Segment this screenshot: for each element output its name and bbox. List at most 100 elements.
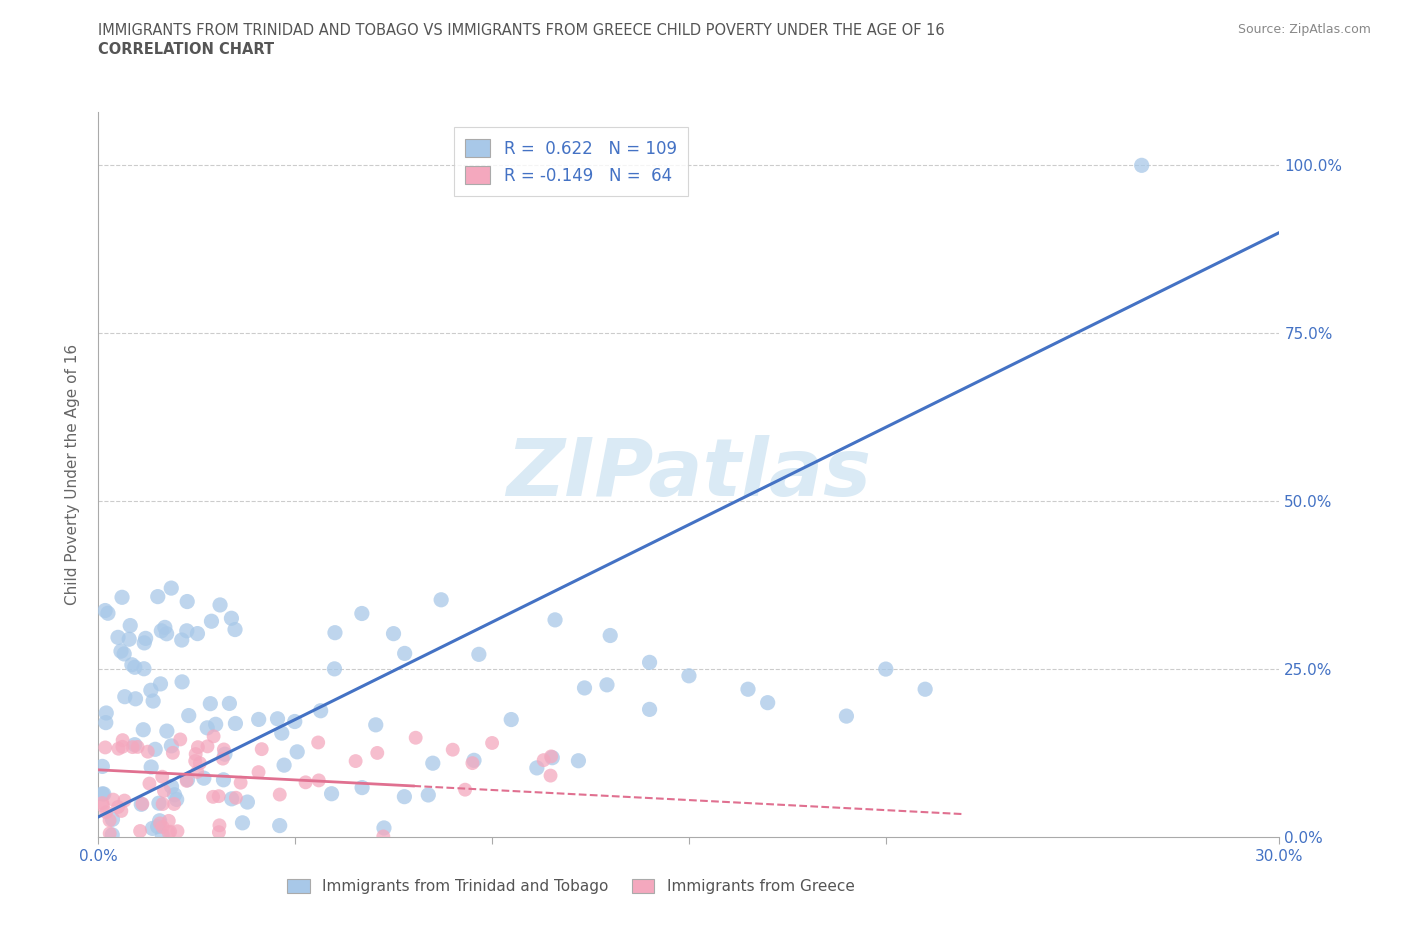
Point xyxy=(163,796,186,811)
Point xyxy=(294,775,316,790)
Point xyxy=(127,739,149,754)
Point xyxy=(110,804,132,818)
Point xyxy=(269,787,291,802)
Point xyxy=(225,790,247,805)
Point xyxy=(112,646,135,661)
Point xyxy=(247,764,270,779)
Point xyxy=(430,592,453,607)
Point xyxy=(366,746,388,761)
Point xyxy=(273,758,295,773)
Point xyxy=(914,682,936,697)
Point xyxy=(382,626,405,641)
Point xyxy=(93,787,115,802)
Point xyxy=(344,753,367,768)
Point xyxy=(266,711,288,726)
Point xyxy=(166,824,188,839)
Point xyxy=(218,696,240,711)
Point xyxy=(544,613,567,628)
Point xyxy=(160,738,183,753)
Point xyxy=(285,744,308,759)
Point xyxy=(101,792,124,807)
Point xyxy=(596,677,619,692)
Point xyxy=(176,772,198,787)
Text: CORRELATION CHART: CORRELATION CHART xyxy=(98,42,274,57)
Point xyxy=(149,814,172,829)
Point xyxy=(231,816,253,830)
Point xyxy=(352,780,374,795)
Point xyxy=(208,789,231,804)
Point xyxy=(98,813,121,828)
Point xyxy=(91,798,114,813)
Point xyxy=(156,626,179,641)
Point xyxy=(91,787,114,802)
Point xyxy=(197,739,219,754)
Point xyxy=(129,824,152,839)
Point xyxy=(307,735,329,750)
Point xyxy=(131,796,153,811)
Point xyxy=(394,790,416,804)
Point xyxy=(835,709,858,724)
Point xyxy=(468,647,491,662)
Point xyxy=(186,764,208,779)
Y-axis label: Child Poverty Under the Age of 16: Child Poverty Under the Age of 16 xyxy=(65,344,80,604)
Point xyxy=(323,661,346,676)
Point xyxy=(150,769,173,784)
Point xyxy=(574,681,596,696)
Point xyxy=(195,721,218,736)
Point xyxy=(364,717,387,732)
Point xyxy=(540,749,562,764)
Point xyxy=(737,682,759,697)
Point xyxy=(153,783,176,798)
Point xyxy=(101,812,124,827)
Point xyxy=(157,825,180,840)
Point xyxy=(309,703,332,718)
Point xyxy=(202,790,225,804)
Point xyxy=(91,759,114,774)
Point xyxy=(526,761,548,776)
Point xyxy=(308,773,330,788)
Text: ZIPatlas: ZIPatlas xyxy=(506,435,872,513)
Point xyxy=(533,752,555,767)
Point xyxy=(373,820,395,835)
Point xyxy=(139,683,162,698)
Point xyxy=(540,768,562,783)
Point xyxy=(177,708,200,723)
Point xyxy=(129,797,152,812)
Point xyxy=(193,771,215,786)
Point xyxy=(170,632,193,647)
Point xyxy=(124,691,146,706)
Text: Source: ZipAtlas.com: Source: ZipAtlas.com xyxy=(1237,23,1371,36)
Point xyxy=(118,631,141,646)
Point xyxy=(200,614,222,629)
Point xyxy=(110,644,132,658)
Point xyxy=(94,603,117,618)
Point xyxy=(236,794,259,809)
Point xyxy=(481,736,503,751)
Point xyxy=(463,753,485,768)
Point xyxy=(162,745,184,760)
Point xyxy=(214,747,236,762)
Point xyxy=(200,697,222,711)
Point xyxy=(149,816,172,830)
Point xyxy=(98,826,121,841)
Point xyxy=(247,712,270,727)
Point xyxy=(138,777,160,791)
Point xyxy=(142,694,165,709)
Point xyxy=(284,714,307,729)
Point xyxy=(150,828,173,843)
Point xyxy=(160,580,183,595)
Point xyxy=(541,751,564,765)
Point xyxy=(134,635,156,650)
Point xyxy=(186,626,208,641)
Point xyxy=(107,630,129,644)
Point xyxy=(136,744,159,759)
Point xyxy=(212,742,235,757)
Point xyxy=(221,791,243,806)
Point xyxy=(224,716,246,731)
Point xyxy=(124,660,146,675)
Point xyxy=(111,590,134,604)
Point xyxy=(150,623,173,638)
Point xyxy=(114,793,136,808)
Point xyxy=(501,712,523,727)
Point xyxy=(135,631,157,645)
